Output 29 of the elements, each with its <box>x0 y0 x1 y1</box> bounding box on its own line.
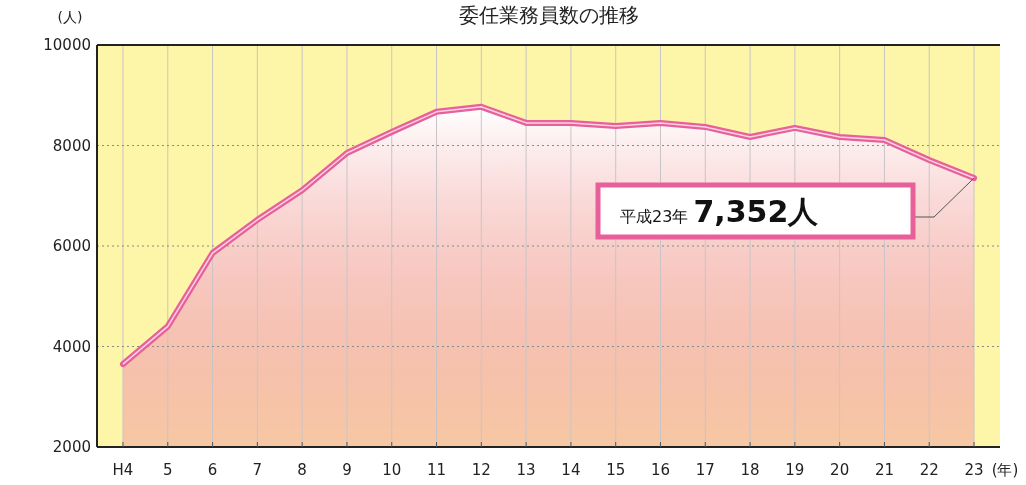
x-tick-label: 7 <box>252 461 263 479</box>
y-tick-label: 10000 <box>43 36 91 54</box>
x-axis-title: (年) <box>991 461 1019 479</box>
x-tick-label: 16 <box>650 461 671 479</box>
x-tick-label: 12 <box>471 461 491 479</box>
x-tick-label: 22 <box>919 461 939 479</box>
x-tick-label: 9 <box>342 461 352 479</box>
x-tick-label: 13 <box>516 461 536 479</box>
y-tick-label: 6000 <box>52 237 91 255</box>
x-tick-label: 15 <box>606 461 626 479</box>
x-tick-label: 23 <box>964 461 984 479</box>
x-tick-label: 18 <box>740 461 760 479</box>
x-tick-label: 20 <box>830 461 850 479</box>
y-tick-label: 4000 <box>52 337 91 356</box>
x-tick-label: 19 <box>785 461 805 479</box>
y-tick-label: 2000 <box>52 438 91 456</box>
y-axis-title: (人) <box>57 9 83 25</box>
x-tick-label: 5 <box>163 461 173 479</box>
x-tick-label: 8 <box>297 461 307 479</box>
x-tick-label: 17 <box>695 461 715 479</box>
x-tick-label: 11 <box>426 461 447 479</box>
x-tick-label: 21 <box>874 461 894 479</box>
x-tick-label: 10 <box>382 461 402 479</box>
x-tick-label: H4 <box>112 461 134 479</box>
annotation: 平成23年 7,352人 <box>620 194 820 229</box>
x-tick-label: 14 <box>561 461 581 479</box>
x-tick-label: 6 <box>207 461 218 479</box>
chart-title: 委任業務員数の推移 <box>458 3 639 27</box>
y-tick-label: 8000 <box>52 136 91 155</box>
